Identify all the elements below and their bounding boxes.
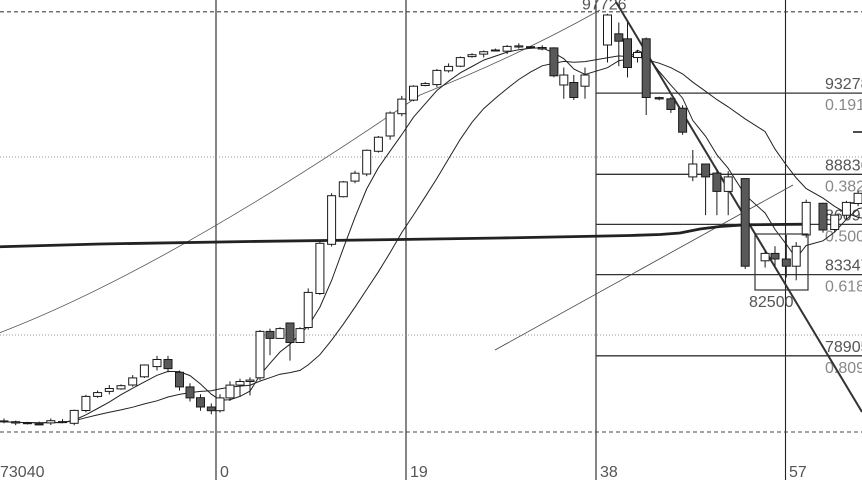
- svg-text:82500: 82500: [749, 294, 794, 311]
- svg-text:0: 0: [220, 464, 229, 480]
- svg-text:0.500: 0.500: [825, 228, 862, 245]
- svg-text:57: 57: [789, 464, 807, 480]
- svg-text:73040: 73040: [0, 464, 45, 480]
- svg-text:38: 38: [600, 464, 618, 480]
- svg-text:93278: 93278: [825, 76, 862, 93]
- svg-text:0.191: 0.191: [825, 97, 862, 114]
- svg-text:0.382: 0.382: [825, 178, 862, 195]
- svg-text:78905: 78905: [825, 339, 862, 356]
- svg-text:83347: 83347: [825, 258, 862, 275]
- svg-text:88836: 88836: [825, 157, 862, 174]
- svg-text:19: 19: [410, 464, 428, 480]
- svg-text:0.618: 0.618: [825, 279, 862, 296]
- svg-text:0.809: 0.809: [825, 360, 862, 377]
